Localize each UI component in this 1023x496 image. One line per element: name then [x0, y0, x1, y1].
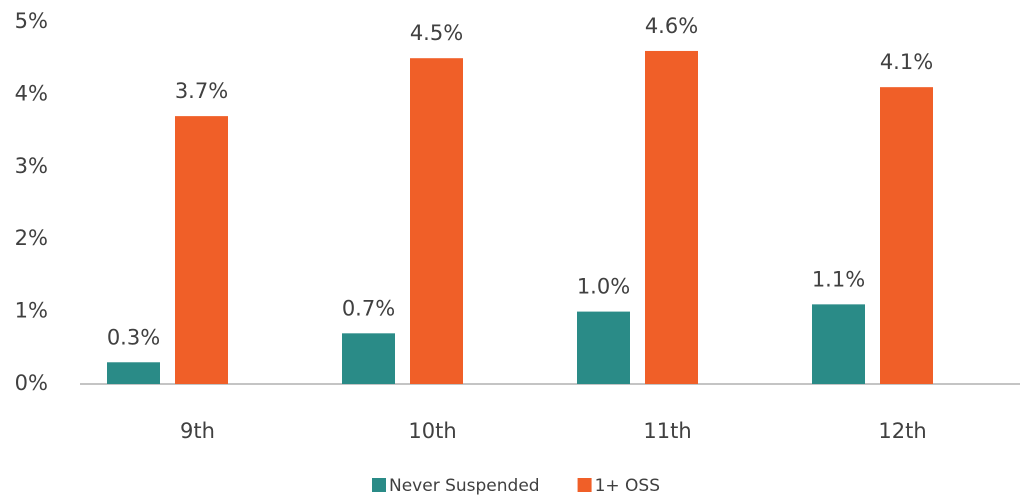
y-tick-label: 4% — [15, 81, 48, 105]
y-tick-label: 5% — [15, 9, 48, 33]
legend-swatch — [372, 478, 386, 492]
value-label: 4.5% — [410, 21, 463, 45]
legend-label: Never Suspended — [389, 476, 540, 496]
bar — [812, 304, 865, 384]
x-tick-label: 11th — [643, 419, 691, 443]
value-label: 4.6% — [645, 14, 698, 38]
x-tick-label: 9th — [180, 419, 215, 443]
value-label: 0.3% — [107, 325, 160, 349]
y-tick-label: 2% — [15, 226, 48, 250]
y-tick-label: 3% — [15, 154, 48, 178]
bar — [342, 333, 395, 384]
y-tick-label: 1% — [15, 299, 48, 323]
bar — [645, 50, 698, 385]
legend-label: 1+ OSS — [595, 476, 660, 496]
x-tick-label: 10th — [408, 419, 456, 443]
bar — [410, 58, 463, 384]
bar — [577, 311, 630, 384]
value-label: 1.1% — [812, 267, 865, 291]
value-label: 1.0% — [577, 275, 630, 299]
bar — [107, 362, 160, 384]
bar — [175, 116, 228, 385]
bar — [880, 87, 933, 384]
value-label: 3.7% — [175, 79, 228, 103]
y-tick-label: 0% — [15, 371, 48, 395]
legend-swatch — [577, 478, 592, 492]
x-tick-label: 12th — [878, 419, 926, 443]
value-label: 0.7% — [342, 296, 395, 320]
value-label: 4.1% — [880, 50, 933, 74]
